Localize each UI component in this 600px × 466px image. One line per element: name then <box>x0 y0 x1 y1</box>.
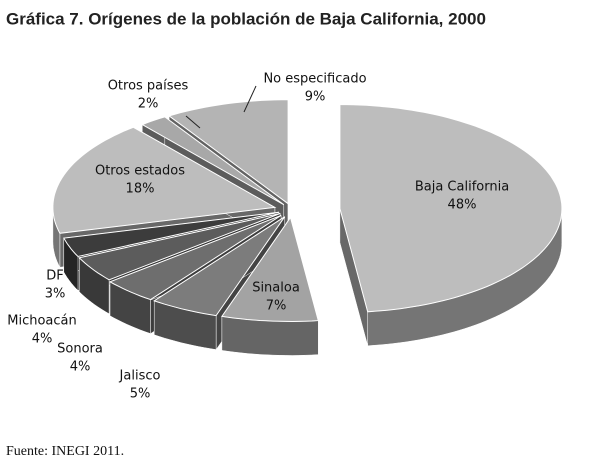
value-label: 3% <box>45 287 66 302</box>
value-label: 48% <box>448 198 477 213</box>
slice <box>62 211 279 258</box>
slice-label: Otros países <box>108 79 189 94</box>
slice-label: Michoacán <box>7 314 77 329</box>
slice <box>339 104 563 313</box>
slice-label: Sinaloa <box>252 281 300 296</box>
source-note: Fuente: INEGI 2011. <box>6 444 124 459</box>
value-label: 9% <box>305 90 326 105</box>
leader-line <box>243 85 257 113</box>
slice-label: No especificado <box>263 72 366 87</box>
slice-label: Jalisco <box>119 369 161 384</box>
slice-label: DF <box>46 269 64 284</box>
value-label: 4% <box>70 360 91 375</box>
value-label: 5% <box>130 387 151 402</box>
slice-group <box>339 104 563 347</box>
slice <box>153 216 286 317</box>
slice <box>221 216 319 323</box>
slice-label: Baja California <box>415 180 509 195</box>
slice <box>167 99 289 205</box>
slice <box>78 213 281 281</box>
slice <box>108 214 282 301</box>
chart-title: Gráfica 7. Orígenes de la población de B… <box>6 9 486 28</box>
slice-label: Otros estados <box>95 164 185 179</box>
value-label: 2% <box>138 97 159 112</box>
slice-label: Sonora <box>57 342 103 357</box>
slice-side <box>221 316 319 356</box>
value-label: 7% <box>266 299 287 314</box>
slice <box>52 126 277 234</box>
value-label: 4% <box>32 332 53 347</box>
value-label: 18% <box>126 182 155 197</box>
leader-line <box>185 115 201 129</box>
slice <box>141 116 285 206</box>
slice-group <box>221 216 319 356</box>
